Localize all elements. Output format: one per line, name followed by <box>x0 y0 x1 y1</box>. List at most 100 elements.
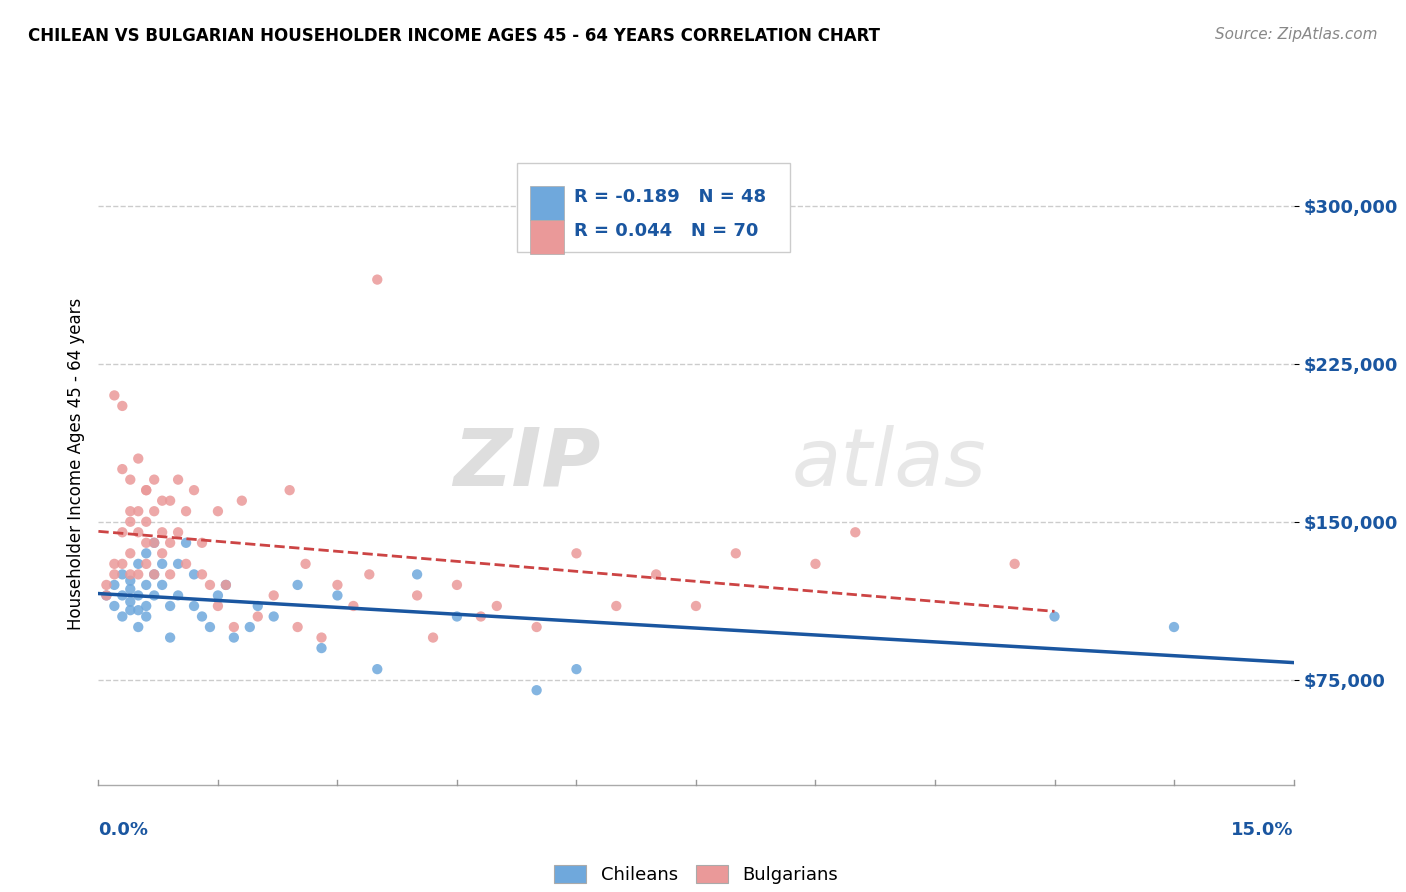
Point <box>103 599 125 613</box>
Point <box>96 589 118 603</box>
Point <box>111 462 134 476</box>
Text: R = -0.189   N = 48: R = -0.189 N = 48 <box>574 188 766 206</box>
Point <box>231 493 253 508</box>
Point <box>135 483 157 498</box>
Point <box>135 536 157 550</box>
Point <box>120 595 142 609</box>
Point <box>103 578 125 592</box>
Point <box>246 599 269 613</box>
Point <box>215 578 238 592</box>
Point <box>127 567 149 582</box>
Y-axis label: Householder Income Ages 45 - 64 years: Householder Income Ages 45 - 64 years <box>66 298 84 630</box>
Text: R = 0.044   N = 70: R = 0.044 N = 70 <box>574 222 758 240</box>
Point <box>724 546 747 560</box>
Point <box>167 557 190 571</box>
Point <box>103 557 125 571</box>
Point <box>366 662 388 676</box>
Point <box>111 525 134 540</box>
Point <box>150 493 173 508</box>
Point <box>135 557 157 571</box>
Text: CHILEAN VS BULGARIAN HOUSEHOLDER INCOME AGES 45 - 64 YEARS CORRELATION CHART: CHILEAN VS BULGARIAN HOUSEHOLDER INCOME … <box>28 27 880 45</box>
Point <box>215 578 238 592</box>
Point <box>120 574 142 588</box>
Point <box>159 567 181 582</box>
Point <box>183 567 205 582</box>
Point <box>239 620 262 634</box>
Point <box>207 504 229 518</box>
Point <box>120 473 142 487</box>
Point <box>111 609 134 624</box>
Point <box>150 525 173 540</box>
Point <box>174 557 197 571</box>
Point <box>1163 620 1185 634</box>
Point <box>406 589 429 603</box>
Point <box>470 609 492 624</box>
Point <box>222 631 245 645</box>
Point <box>263 589 285 603</box>
Point <box>127 603 149 617</box>
Point <box>183 599 205 613</box>
Point <box>1004 557 1026 571</box>
Point <box>120 546 142 560</box>
Point <box>96 589 118 603</box>
Point <box>150 578 173 592</box>
Point <box>111 399 134 413</box>
Point <box>526 620 548 634</box>
Point <box>167 525 190 540</box>
Point <box>135 599 157 613</box>
Point <box>605 599 627 613</box>
Point <box>804 557 827 571</box>
Point <box>191 567 214 582</box>
Point <box>183 483 205 498</box>
Point <box>565 662 588 676</box>
Point <box>526 683 548 698</box>
Point <box>120 504 142 518</box>
Point <box>342 599 364 613</box>
Point <box>222 620 245 634</box>
Point <box>207 599 229 613</box>
Text: 15.0%: 15.0% <box>1232 821 1294 838</box>
Point <box>159 493 181 508</box>
Point <box>191 609 214 624</box>
Point <box>207 589 229 603</box>
Point <box>120 515 142 529</box>
Point <box>446 578 468 592</box>
Point <box>103 567 125 582</box>
Legend: Chileans, Bulgarians: Chileans, Bulgarians <box>547 858 845 891</box>
Point <box>143 473 166 487</box>
Point <box>645 567 668 582</box>
Point <box>446 609 468 624</box>
Point <box>263 609 285 624</box>
Point <box>127 589 149 603</box>
Point <box>198 620 221 634</box>
Point <box>359 567 381 582</box>
Point <box>565 546 588 560</box>
Point <box>159 599 181 613</box>
Point <box>174 504 197 518</box>
Point <box>111 589 134 603</box>
Point <box>167 473 190 487</box>
Point <box>198 578 221 592</box>
Point <box>167 589 190 603</box>
Point <box>150 546 173 560</box>
Point <box>287 578 309 592</box>
Point <box>135 515 157 529</box>
Point <box>135 578 157 592</box>
Point <box>120 582 142 596</box>
Point <box>143 536 166 550</box>
Point <box>96 578 118 592</box>
Point <box>366 272 388 286</box>
Point <box>111 557 134 571</box>
Point <box>135 609 157 624</box>
Point <box>143 536 166 550</box>
Point <box>406 567 429 582</box>
Point <box>143 567 166 582</box>
Point <box>143 504 166 518</box>
Point <box>103 388 125 402</box>
Point <box>174 536 197 550</box>
Point <box>127 504 149 518</box>
Text: atlas: atlas <box>792 425 987 503</box>
Point <box>150 557 173 571</box>
Point <box>120 567 142 582</box>
Point <box>135 546 157 560</box>
